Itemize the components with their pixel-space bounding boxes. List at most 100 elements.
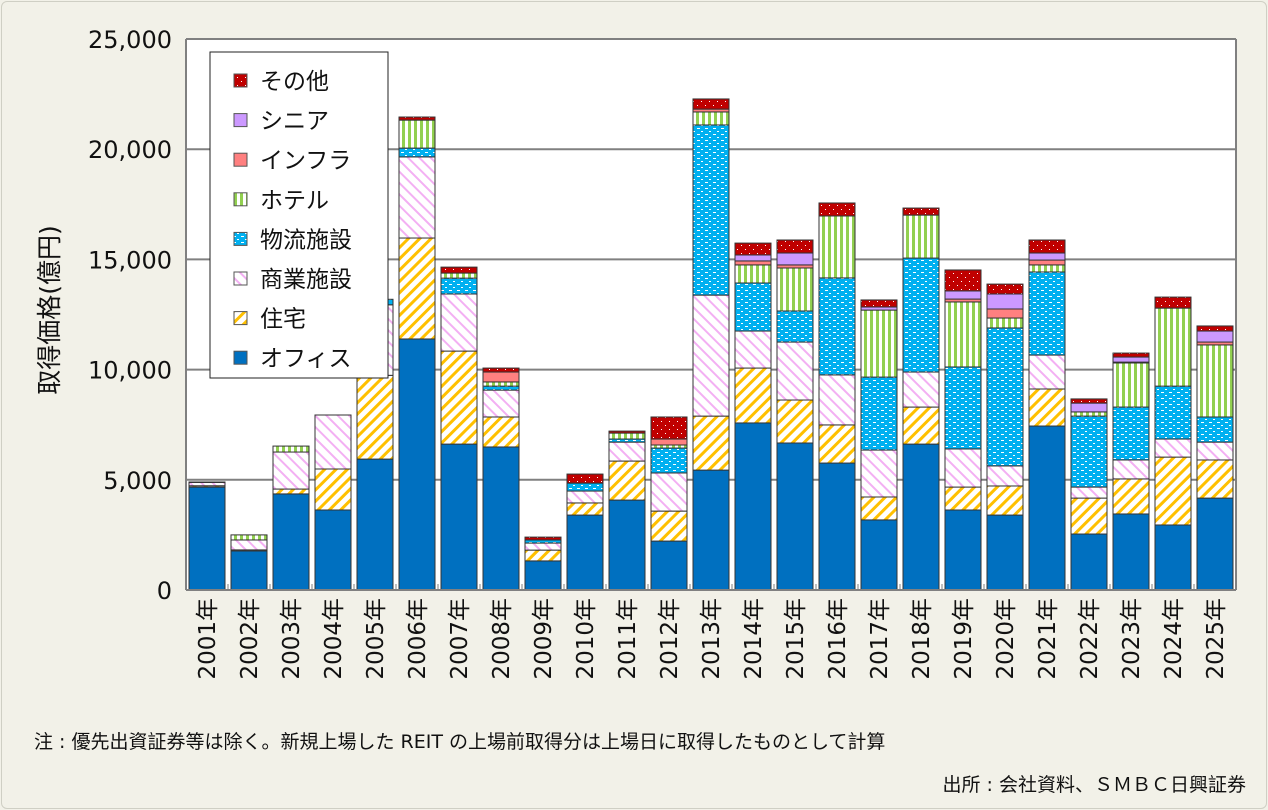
bar-segment-オフィス-2022年 [1070, 533, 1108, 591]
legend-label: 住宅 [260, 307, 306, 333]
bar-segment-ホテル-2018年 [902, 214, 940, 259]
x-tick-label: 2017年 [867, 598, 893, 680]
bar-segment-住宅-2022年 [1070, 497, 1108, 535]
x-tick-label: 2016年 [825, 598, 851, 680]
legend-swatch-オフィス [233, 350, 248, 365]
bar-segment-その他-2007年 [440, 266, 478, 274]
bar-segment-商業施設-2023年 [1112, 459, 1150, 480]
x-tick-label: 2021年 [1035, 598, 1061, 680]
bar-segment-住宅-2016年 [818, 424, 856, 464]
bar-segment-オフィス-2023年 [1112, 513, 1150, 591]
bar-segment-物流施設-2024年 [1154, 385, 1192, 440]
bar-segment-その他-2019年 [944, 269, 982, 292]
bar-segment-物流施設-2021年 [1028, 271, 1066, 356]
x-tick-label: 2013年 [699, 598, 725, 680]
bar-segment-商業施設-2004年 [314, 414, 352, 470]
x-tick-label: 2014年 [741, 598, 767, 680]
x-tick-label: 2005年 [363, 598, 389, 680]
bar-segment-シニア-2025年 [1196, 330, 1234, 343]
bar-segment-その他-2020年 [986, 283, 1024, 295]
bar-segment-商業施設-2002年 [230, 539, 268, 551]
bar-segment-ホテル-2014年 [734, 264, 772, 284]
y-axis-label: 取得価格(億円) [35, 225, 64, 395]
bar-segment-オフィス-2017年 [860, 519, 898, 591]
bar-segment-商業施設-2006年 [398, 156, 436, 239]
x-tick-label: 2023年 [1119, 598, 1145, 680]
x-tick-label: 2008年 [489, 598, 515, 680]
bar-segment-物流施設-2010年 [566, 482, 604, 492]
bar-segment-物流施設-2023年 [1112, 406, 1150, 461]
bar-segment-物流施設-2025年 [1196, 416, 1234, 443]
bar-segment-その他-2013年 [692, 98, 730, 110]
y-tick-label: 25,000 [88, 26, 172, 54]
bar-segment-ホテル-2013年 [692, 111, 730, 126]
bar-segment-ホテル-2023年 [1112, 362, 1150, 408]
bar-segment-商業施設-2011年 [608, 441, 646, 462]
legend-label: その他 [260, 69, 329, 95]
bar-segment-ホテル-2016年 [818, 215, 856, 279]
bar-segment-シニア-2015年 [776, 252, 814, 266]
bar-segment-オフィス-2014年 [734, 422, 772, 591]
bar-segment-その他-2017年 [860, 299, 898, 308]
y-tick-label: 20,000 [88, 136, 172, 164]
bar-segment-その他-2008年 [482, 367, 520, 373]
bar-segment-商業施設-2013年 [692, 294, 730, 417]
bar-segment-オフィス-2024年 [1154, 524, 1192, 591]
legend-swatch-住宅 [233, 311, 248, 326]
x-tick-label: 2025年 [1203, 598, 1229, 680]
bar-segment-商業施設-2025年 [1196, 441, 1234, 461]
bar-segment-オフィス-2012年 [650, 540, 688, 591]
bar-segment-住宅-2006年 [398, 237, 436, 340]
x-tick-label: 2002年 [237, 598, 263, 680]
bar-segment-商業施設-2009年 [524, 542, 562, 551]
bar-segment-オフィス-2007年 [440, 443, 478, 591]
bar-segment-物流施設-2020年 [986, 327, 1024, 467]
bar-segment-その他-2025年 [1196, 325, 1234, 332]
bar-segment-その他-2016年 [818, 202, 856, 217]
bar-segment-その他-2021年 [1028, 239, 1066, 254]
x-tick-label: 2006年 [405, 598, 431, 680]
bar-segment-オフィス-2005年 [356, 458, 394, 591]
bar-segment-住宅-2014年 [734, 367, 772, 424]
bar-segment-オフィス-2025年 [1196, 497, 1234, 591]
legend-label: 物流施設 [260, 227, 352, 253]
legend-label: ホテル [260, 188, 329, 214]
x-tick-label: 2015年 [783, 598, 809, 680]
x-tick-label: 2022年 [1077, 598, 1103, 680]
bar-segment-その他-2018年 [902, 207, 940, 216]
bar-segment-商業施設-2021年 [1028, 354, 1066, 390]
bar-segment-住宅-2025年 [1196, 459, 1234, 499]
bar-segment-その他-2001年 [188, 481, 226, 484]
x-tick-label: 2009年 [531, 598, 557, 680]
x-tick-label: 2011年 [615, 598, 641, 680]
bar-segment-オフィス-2009年 [524, 560, 562, 591]
bar-segment-物流施設-2014年 [734, 282, 772, 332]
bar-segment-オフィス-2016年 [818, 462, 856, 591]
bar-segment-商業施設-2010年 [566, 490, 604, 504]
bar-segment-商業施設-2022年 [1070, 486, 1108, 499]
bar-segment-商業施設-2024年 [1154, 438, 1192, 458]
bar-segment-シニア-2020年 [986, 293, 1024, 310]
bar-segment-住宅-2010年 [566, 502, 604, 516]
bar-segment-商業施設-2016年 [818, 374, 856, 426]
x-tick-label: 2003年 [279, 598, 305, 680]
bar-segment-商業施設-2020年 [986, 465, 1024, 487]
bar-segment-その他-2010年 [566, 473, 604, 484]
x-tick-label: 2001年 [195, 598, 221, 680]
bar-segment-ホテル-2025年 [1196, 344, 1234, 418]
bar-segment-オフィス-2021年 [1028, 425, 1066, 591]
bar-segment-住宅-2007年 [440, 350, 478, 445]
bar-segment-シニア-2023年 [1112, 356, 1150, 363]
bar-segment-ホテル-2015年 [776, 267, 814, 312]
bar-segment-住宅-2015年 [776, 399, 814, 444]
x-tick-label: 2018年 [909, 598, 935, 680]
legend-swatch-その他 [233, 73, 248, 88]
bar-segment-商業施設-2018年 [902, 371, 940, 408]
y-tick-label: 10,000 [88, 357, 172, 385]
y-tick-label: 5,000 [103, 467, 172, 495]
bar-segment-オフィス-2011年 [608, 499, 646, 591]
bar-segment-ホテル-2003年 [272, 445, 310, 453]
source-note: 出所 : 会社資料、ＳＭＢＣ日興証券 [942, 774, 1246, 796]
legend-swatch-シニア [233, 113, 248, 128]
